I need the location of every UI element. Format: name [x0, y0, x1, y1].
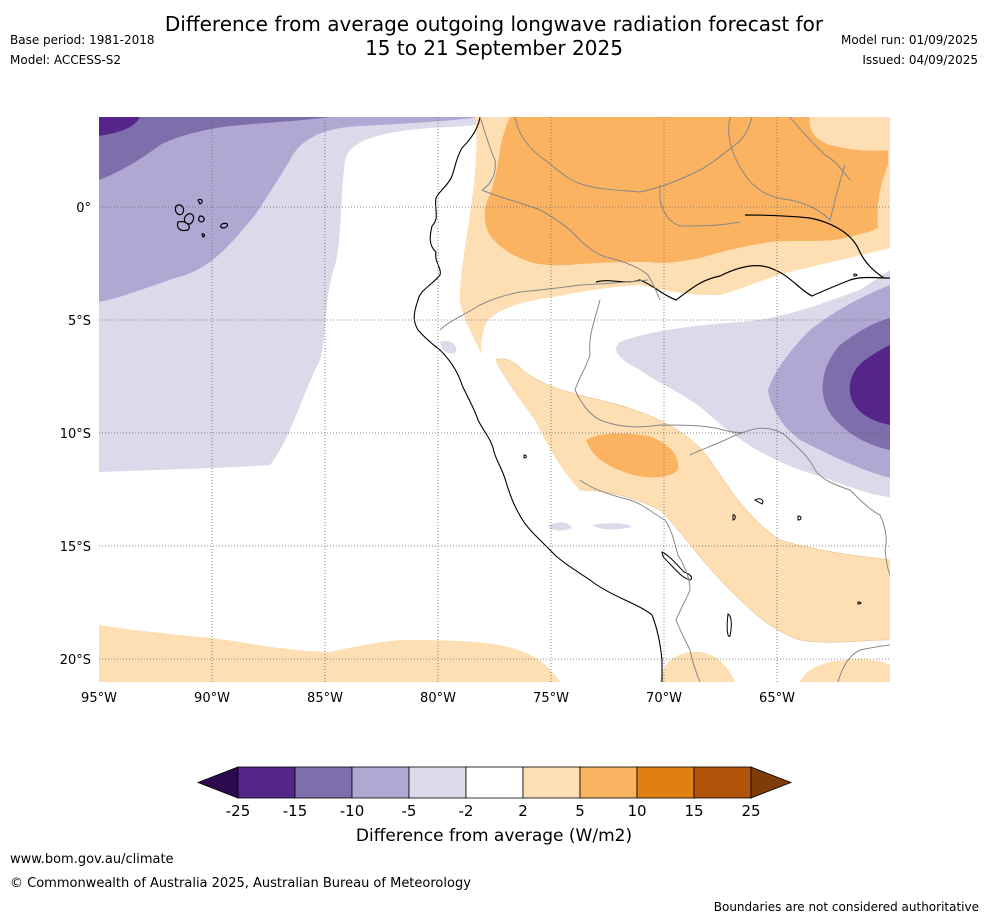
lat-label: 0° [76, 201, 91, 216]
colorbar-segment [465, 766, 524, 799]
longitude-labels: 95°W 90°W 85°W 80°W 75°W 70°W 65°W [81, 691, 795, 706]
colorbar-tick-label: -2 [459, 802, 474, 820]
lake-titicaca [661, 551, 693, 581]
colorbar-label: Difference from average (W/m2) [355, 826, 633, 846]
anomaly-region-pos-mid-central [586, 433, 679, 478]
base-period-text: Base period: 1981-2018 [10, 33, 155, 47]
lon-label: 85°W [307, 691, 343, 706]
anomaly-fields [99, 117, 890, 682]
anomaly-region-pos-light-far-se [800, 659, 890, 682]
inland-lakes [523, 273, 862, 637]
colorbar-segment [522, 766, 581, 799]
lon-label: 95°W [81, 691, 117, 706]
anomaly-region-neg-deep-east [849, 345, 890, 425]
title-line-1: Difference from average outgoing longwav… [164, 12, 824, 36]
country-boundaries [439, 117, 890, 682]
colorbar-segment [579, 766, 638, 799]
anomaly-region-neg-spot-3 [592, 523, 632, 530]
amazon-delta [744, 214, 885, 279]
colorbar-tick-label: 10 [627, 802, 646, 820]
latitude-labels: 0° 5°S 10°S 15°S 20°S [60, 201, 91, 668]
lat-label: 5°S [68, 314, 91, 329]
colorbar-extend-low [196, 766, 239, 799]
meta-right: Model run: 01/09/2025 Issued: 04/09/2025 [841, 30, 978, 70]
colorbar-segment [693, 766, 752, 799]
colorbar: -25 -15 -10 -5 -2 2 5 10 15 25 [196, 766, 793, 820]
title-line-2: 15 to 21 September 2025 [365, 36, 623, 60]
colorbar-segment [237, 766, 296, 799]
disclaimer-text: Boundaries are not considered authoritat… [713, 900, 979, 914]
amazon-river [595, 265, 890, 301]
anomaly-region-neg-mid-west [99, 117, 480, 302]
anomaly-region-neg-deep-west [99, 117, 140, 136]
colorbar-tick-label: 25 [741, 802, 760, 820]
anomaly-region-neg-spot-2 [548, 522, 572, 531]
lat-label: 10°S [60, 427, 91, 442]
lon-label: 80°W [420, 691, 456, 706]
colorbar-segment [351, 766, 410, 799]
meta-left: Base period: 1981-2018 Model: ACCESS-S2 [10, 30, 155, 70]
contour-lines [494, 358, 890, 643]
colorbar-segment [408, 766, 467, 799]
lon-label: 65°W [759, 691, 795, 706]
lon-label: 75°W [533, 691, 569, 706]
copyright-text: © Commonwealth of Australia 2025, Austra… [10, 876, 471, 891]
lat-label: 15°S [60, 540, 91, 555]
colorbar-tick-label: -5 [402, 802, 417, 820]
colorbar-segment [636, 766, 695, 799]
colorbar-tick-label: 5 [575, 802, 585, 820]
colorbar-tick-label: -15 [283, 802, 308, 820]
colorbar-tick-label: -25 [226, 802, 251, 820]
anomaly-region-pos-light-ne-corner [809, 117, 890, 151]
anomaly-region-pos-light-central [495, 358, 890, 643]
lon-label: 90°W [194, 691, 230, 706]
colorbar-tick-label: -10 [340, 802, 365, 820]
anomaly-region-pos-mid-north [484, 117, 888, 266]
model-text: Model: ACCESS-S2 [10, 53, 122, 67]
lat-label: 20°S [60, 653, 91, 668]
colorbar-tick-label: 15 [684, 802, 703, 820]
galapagos-islands [174, 198, 229, 238]
anomaly-region-neg-spot-1 [440, 340, 457, 354]
coastline [413, 117, 663, 682]
website-text: www.bom.gov.au/climate [10, 852, 174, 867]
issued-text: Issued: 04/09/2025 [862, 53, 978, 67]
colorbar-segment [294, 766, 353, 799]
colorbar-extend-high [750, 766, 793, 799]
model-run-text: Model run: 01/09/2025 [840, 33, 978, 47]
colorbar-tick-label: 2 [518, 802, 528, 820]
chart-title: Difference from average outgoing longwav… [0, 12, 988, 60]
anomaly-region-neg-strong-west [99, 117, 330, 180]
graticule [99, 117, 890, 682]
lon-label: 70°W [646, 691, 682, 706]
anomaly-region-pos-light-south-west [99, 625, 560, 682]
